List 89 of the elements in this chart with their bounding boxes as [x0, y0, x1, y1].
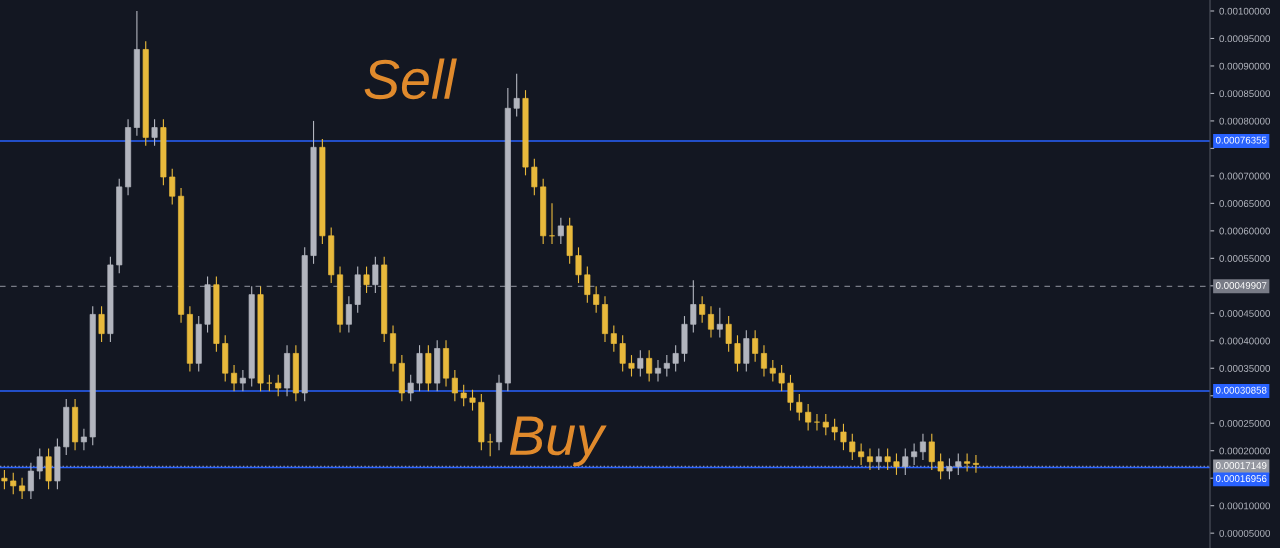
candlestick	[275, 374, 282, 397]
candlestick	[734, 334, 741, 373]
candlestick	[584, 266, 591, 304]
candlestick	[911, 443, 918, 466]
candlestick	[699, 295, 706, 324]
annotation: Buy	[509, 416, 607, 467]
candlestick	[866, 447, 873, 471]
y-tick-label: 0.00085000	[1219, 90, 1271, 98]
candlestick	[628, 354, 635, 378]
candlestick	[805, 403, 812, 431]
candlestick	[654, 359, 661, 383]
candlestick	[752, 329, 759, 363]
candlestick	[27, 462, 34, 500]
candlestick	[10, 472, 17, 495]
candlestick	[646, 349, 653, 383]
candlestick	[778, 364, 785, 392]
candlestick	[690, 279, 697, 334]
candlestick	[663, 354, 670, 378]
candlestick	[19, 477, 26, 500]
candlestick	[619, 334, 626, 373]
candlestick	[831, 418, 838, 441]
candlestick	[725, 315, 732, 353]
candlestick	[98, 305, 105, 343]
candlestick	[796, 393, 803, 422]
candlestick	[637, 349, 644, 378]
candlestick	[822, 413, 829, 436]
candlestick	[858, 443, 865, 466]
candlestick	[531, 158, 538, 196]
candlestick	[610, 324, 617, 353]
y-tick-label: 0.00045000	[1219, 310, 1271, 317]
candlestick	[769, 359, 776, 383]
candlestick	[964, 452, 971, 473]
candlestick	[972, 454, 979, 474]
candlestick	[672, 344, 679, 373]
candlestick	[363, 266, 370, 294]
candlestick	[893, 452, 900, 476]
y-tick-label: 0.00010000	[1219, 502, 1271, 510]
candlestick	[513, 73, 520, 118]
y-tick-label: 0.00005000	[1219, 529, 1271, 537]
candlestick	[593, 285, 600, 314]
ref-line-label: 0.00030858	[1215, 386, 1267, 394]
candlestick	[946, 457, 953, 480]
candlestick	[787, 374, 794, 412]
annotation: Sell	[364, 58, 457, 100]
y-tick-label: 0.00070000	[1219, 172, 1271, 180]
y-tick-label: 0.00095000	[1219, 35, 1271, 43]
candlestick	[707, 305, 714, 339]
y-tick-label: 0.00035000	[1219, 365, 1271, 372]
candlestick	[928, 433, 935, 471]
y-tick-label: 0.00090000	[1219, 62, 1271, 70]
candlestick	[813, 413, 820, 431]
candlestick	[451, 369, 458, 402]
candlestick	[372, 256, 379, 294]
candlestick	[955, 452, 962, 476]
candlestick	[469, 389, 476, 412]
ref-line-label: 0.00049907	[1215, 282, 1267, 289]
candlestick	[902, 447, 909, 476]
ref-line-label: 0.00016956	[1215, 475, 1267, 482]
candlestick	[875, 447, 882, 471]
y-tick-label: 0.00055000	[1219, 255, 1271, 262]
ref-line-label: 0.00017149	[1215, 462, 1267, 469]
candlestick	[487, 433, 494, 457]
candlestick	[407, 374, 414, 402]
candlestick	[1, 469, 8, 490]
candlestick	[80, 428, 87, 451]
candlestick	[169, 168, 176, 206]
y-tick-label: 0.00060000	[1219, 227, 1271, 235]
candlestick	[151, 118, 158, 147]
candlestick	[239, 369, 246, 392]
candlestick	[849, 433, 856, 461]
ref-line-label: 0.00076355	[1215, 136, 1267, 144]
candlestick	[557, 217, 564, 245]
y-tick-label: 0.00100000	[1219, 7, 1271, 15]
candlestick	[460, 384, 467, 407]
candlestick	[716, 307, 723, 339]
candlestick	[884, 447, 891, 471]
candlestick	[919, 433, 926, 461]
y-tick-label: 0.00020000	[1219, 447, 1271, 455]
y-tick-label: 0.00065000	[1219, 200, 1271, 207]
candlestick	[760, 344, 767, 378]
candlestick	[840, 423, 847, 451]
candlestick	[231, 364, 238, 392]
candlestick	[36, 447, 43, 480]
y-tick-label: 0.00040000	[1219, 337, 1271, 345]
candlestick	[937, 452, 944, 480]
candlestick	[575, 246, 582, 284]
y-tick-label: 0.00025000	[1219, 419, 1271, 427]
candlestick	[345, 295, 352, 334]
y-tick-label: 0.00080000	[1219, 117, 1271, 125]
